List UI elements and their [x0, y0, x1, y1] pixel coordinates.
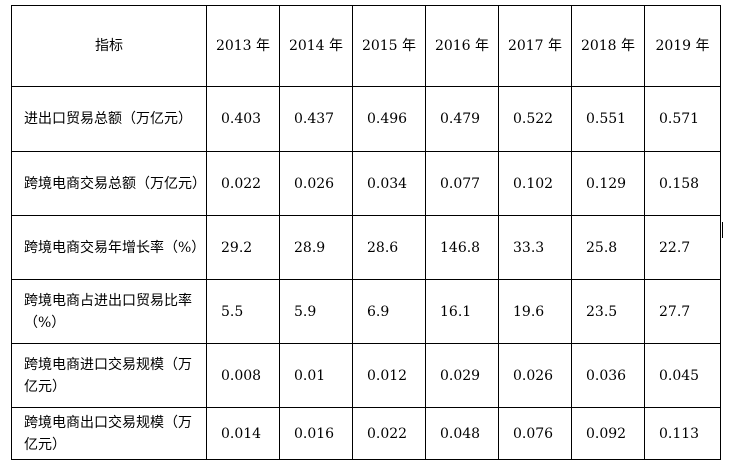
header-cell-2013: 2013 年: [206, 5, 280, 87]
table-cell: 0.551: [571, 86, 645, 152]
table-cell: 28.9: [279, 215, 353, 280]
header-cell-2016: 2016 年: [425, 5, 499, 87]
table-cell: 25.8: [571, 215, 645, 280]
table-cell: 146.8: [425, 215, 499, 280]
table-cell: 0.403: [206, 86, 280, 152]
table-cell: 0.045: [644, 343, 721, 408]
table-cell: 22.7: [644, 215, 721, 280]
row-label: 跨境电商占进出口贸易比率（%）: [11, 279, 207, 344]
table-cell: 0.571: [644, 86, 721, 152]
table-row: 跨境电商占进出口贸易比率（%） 5.5 5.9 6.9 16.1 19.6 23…: [11, 279, 721, 344]
row-label: 进出口贸易总额（万亿元）: [11, 86, 207, 152]
header-cell-2019: 2019 年: [644, 5, 721, 87]
table-row: 跨境电商出口交易规模（万亿元） 0.014 0.016 0.022 0.048 …: [11, 407, 721, 460]
table-cell: 0.048: [425, 407, 499, 460]
header-row: 指标 2013 年 2014 年 2015 年 2016 年 2017 年 20…: [11, 5, 721, 87]
table-cell: 0.014: [206, 407, 280, 460]
table-row: 跨境电商进口交易规模（万亿元） 0.008 0.01 0.012 0.029 0…: [11, 343, 721, 408]
text-cursor: [722, 222, 723, 238]
table-cell: 27.7: [644, 279, 721, 344]
table-cell: 29.2: [206, 215, 280, 280]
table-cell: 0.036: [571, 343, 645, 408]
row-label: 跨境电商交易总额（万亿元）: [11, 151, 207, 216]
table-cell: 0.102: [498, 151, 572, 216]
table-cell: 0.026: [279, 151, 353, 216]
table-row: 进出口贸易总额（万亿元） 0.403 0.437 0.496 0.479 0.5…: [11, 86, 721, 152]
row-label: 跨境电商交易年增长率（%）: [11, 215, 207, 280]
row-label: 跨境电商进口交易规模（万亿元）: [11, 343, 207, 408]
row-label: 跨境电商出口交易规模（万亿元）: [11, 407, 207, 460]
table-cell: 0.077: [425, 151, 499, 216]
table-cell: 0.026: [498, 343, 572, 408]
table-cell: 5.5: [206, 279, 280, 344]
table-cell: 0.022: [352, 407, 426, 460]
table-cell: 0.496: [352, 86, 426, 152]
table-cell: 0.076: [498, 407, 572, 460]
table-cell: 6.9: [352, 279, 426, 344]
table-cell: 5.9: [279, 279, 353, 344]
table-cell: 23.5: [571, 279, 645, 344]
table-cell: 0.016: [279, 407, 353, 460]
table-cell: 0.522: [498, 86, 572, 152]
table-row: 跨境电商交易年增长率（%） 29.2 28.9 28.6 146.8 33.3 …: [11, 215, 721, 280]
table-cell: 0.113: [644, 407, 721, 460]
header-cell-2018: 2018 年: [571, 5, 645, 87]
table-cell: 33.3: [498, 215, 572, 280]
header-cell-2015: 2015 年: [352, 5, 426, 87]
table-cell: 0.029: [425, 343, 499, 408]
table-cell: 19.6: [498, 279, 572, 344]
table-cell: 0.437: [279, 86, 353, 152]
table-cell: 0.092: [571, 407, 645, 460]
data-table: 指标 2013 年 2014 年 2015 年 2016 年 2017 年 20…: [11, 5, 721, 460]
table-cell: 28.6: [352, 215, 426, 280]
header-cell-indicator: 指标: [11, 5, 207, 87]
table-cell: 0.008: [206, 343, 280, 408]
table-row: 跨境电商交易总额（万亿元） 0.022 0.026 0.034 0.077 0.…: [11, 151, 721, 216]
header-cell-2017: 2017 年: [498, 5, 572, 87]
table-cell: 0.129: [571, 151, 645, 216]
table-cell: 0.034: [352, 151, 426, 216]
table-cell: 0.022: [206, 151, 280, 216]
table-cell: 0.479: [425, 86, 499, 152]
table-cell: 16.1: [425, 279, 499, 344]
table-cell: 0.158: [644, 151, 721, 216]
table-cell: 0.012: [352, 343, 426, 408]
table-cell: 0.01: [279, 343, 353, 408]
header-cell-2014: 2014 年: [279, 5, 353, 87]
